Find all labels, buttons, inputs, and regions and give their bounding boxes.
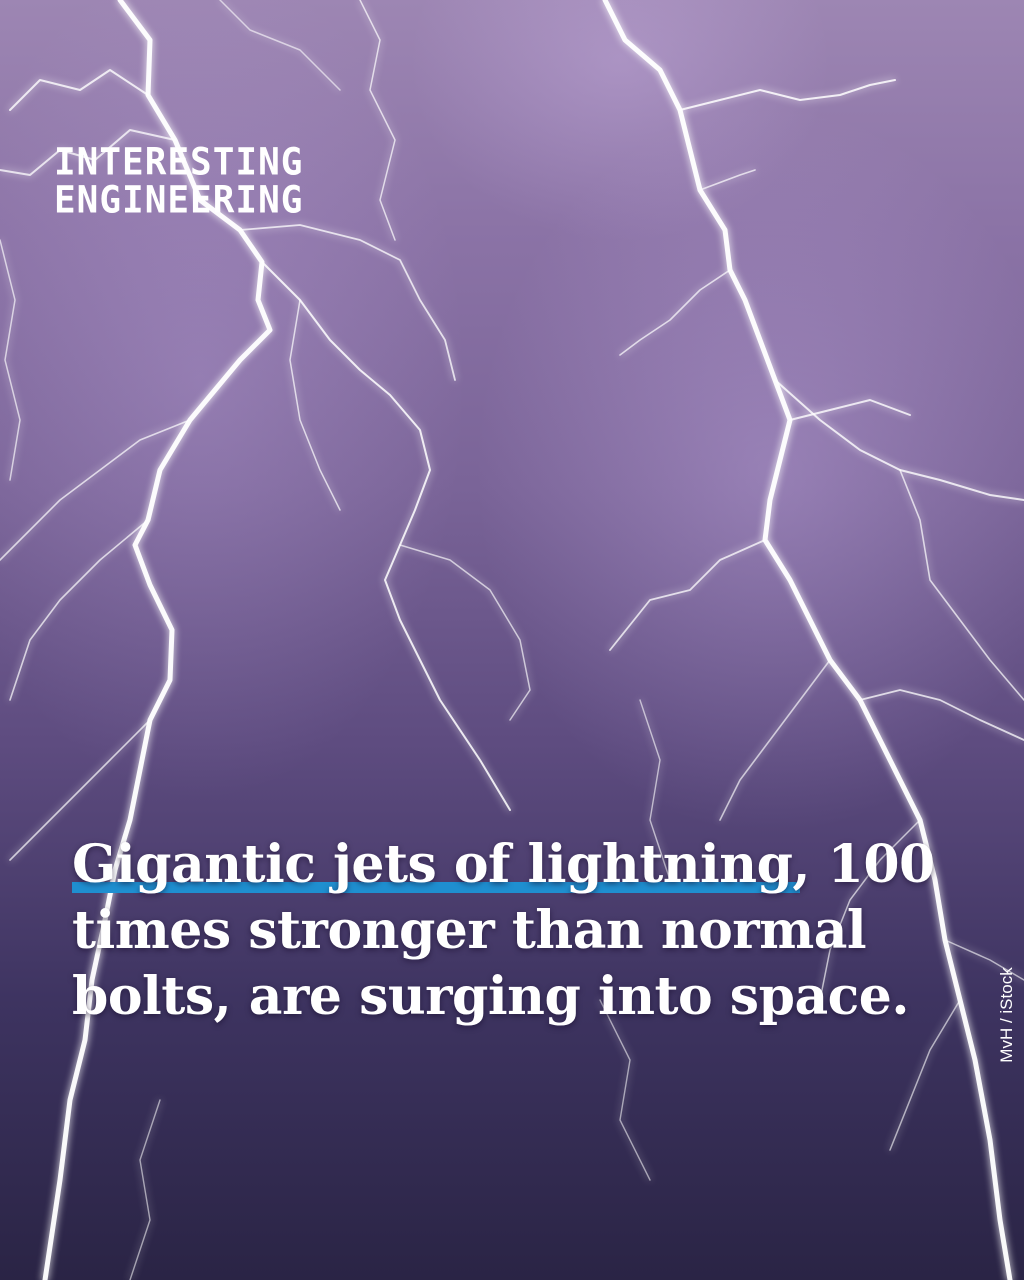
headline-highlight-bar bbox=[72, 882, 800, 893]
headline: Gigantic jets of lightning, 100 times st… bbox=[72, 832, 935, 1030]
brand-logo: INTERESTING ENGINEERING bbox=[54, 144, 303, 220]
photo-credit: MvH / iStock bbox=[997, 967, 1016, 1063]
headline-line1: Gigantic jets of lightning, 100 bbox=[72, 834, 935, 895]
headline-line2: times stronger than normal bbox=[72, 900, 867, 961]
brand-logo-line2: ENGINEERING bbox=[54, 178, 304, 222]
brand-logo-line1: INTERESTING bbox=[54, 141, 304, 185]
headline-line3: bolts, are surging into space. bbox=[72, 966, 909, 1027]
